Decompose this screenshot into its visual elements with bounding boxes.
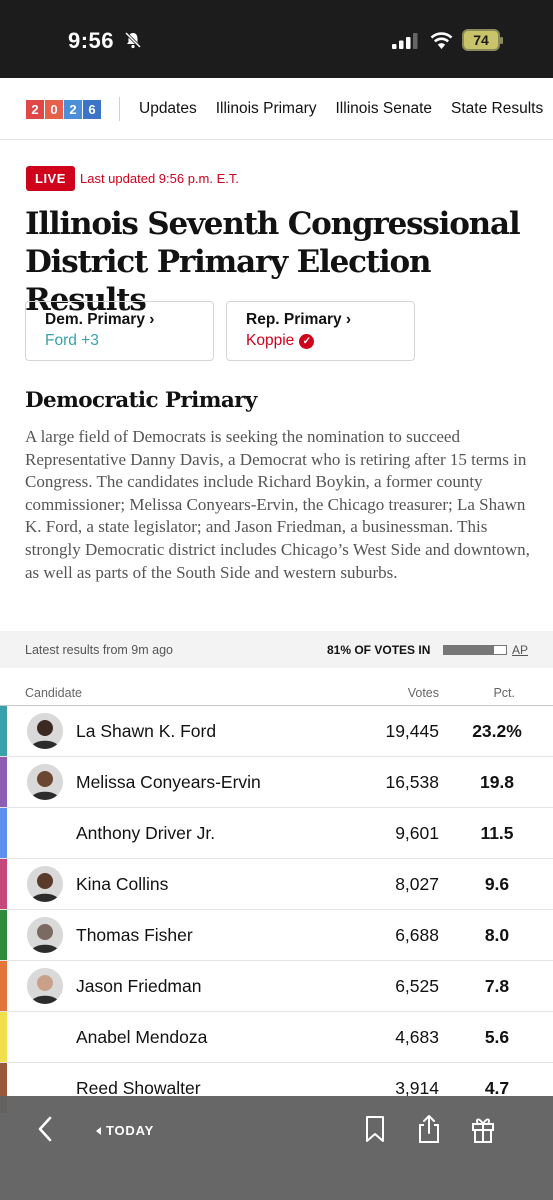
logo-digit: 0 (45, 100, 63, 119)
bottom-toolbar: TODAY (0, 1096, 553, 1200)
candidate-pct: 7.8 (484, 976, 510, 996)
bell-muted-icon (124, 31, 142, 49)
winner-check-icon: ✓ (299, 333, 315, 349)
dem-primary-title: Dem. Primary › (45, 311, 155, 328)
candidate-votes: 9,601 (395, 823, 439, 843)
table-row: Kina Collins 8,027 9.6 (0, 859, 553, 910)
candidate-pct: 11.5 (480, 823, 514, 843)
last-updated: Last updated 9:56 p.m. E.T. (80, 171, 239, 186)
signal-icon (392, 33, 418, 49)
table-row: Thomas Fisher 6,688 8.0 (0, 910, 553, 961)
rep-primary-title: Rep. Primary › (246, 311, 352, 328)
candidate-name: Jason Friedman (76, 976, 202, 996)
candidate-pct: 4.7 (484, 1078, 510, 1098)
candidate-votes: 4,683 (395, 1027, 439, 1047)
nav-links: Updates Illinois Primary Illinois Senate… (139, 100, 543, 118)
candidate-name: Reed Showalter (76, 1078, 201, 1098)
candidate-pct: 5.6 (484, 1027, 510, 1047)
live-badge: LIVE (26, 166, 75, 191)
logo-digit: 2 (64, 100, 82, 119)
section-title: Democratic Primary (25, 388, 257, 413)
nav-link-updates[interactable]: Updates (139, 100, 197, 117)
candidate-pct: 19.8 (479, 772, 515, 792)
section-nav: 2 0 2 6 Updates Illinois Primary Illinoi… (0, 78, 553, 140)
reporting-bar-fill (444, 646, 495, 654)
election-2026-logo[interactable]: 2 0 2 6 (26, 100, 101, 119)
page-title: Illinois Seventh Congressional District … (25, 206, 521, 318)
left-triangle-icon (96, 1126, 101, 1135)
results-table: La Shawn K. Ford 19,445 23.2% Melissa Conye… (0, 706, 553, 1114)
table-row: Anabel Mendoza 4,683 5.6 (0, 1012, 553, 1063)
dem-primary-card[interactable]: Dem. Primary › Ford +3 (25, 301, 214, 361)
candidate-avatar (27, 968, 63, 1004)
candidate-color-stripe (0, 808, 7, 858)
candidate-color-stripe (0, 910, 7, 960)
candidate-name: Anabel Mendoza (76, 1027, 208, 1047)
nav-link-state-results[interactable]: State Results (451, 100, 544, 117)
gift-icon[interactable] (470, 1114, 496, 1144)
candidate-avatar (27, 764, 63, 800)
table-row: La Shawn K. Ford 19,445 23.2% (0, 706, 553, 757)
candidate-avatar (27, 866, 63, 902)
header-votes: Votes (407, 686, 439, 700)
nav-link-illinois-senate[interactable]: Illinois Senate (335, 100, 433, 117)
results-meta: Latest results from 9m ago 81% OF VOTES … (0, 631, 553, 668)
candidate-name: La Shawn K. Ford (76, 721, 217, 741)
table-row: Jason Friedman 6,525 7.8 (0, 961, 553, 1012)
logo-digit: 2 (26, 100, 44, 119)
rep-primary-winner: Koppie (246, 332, 295, 349)
bookmark-icon[interactable] (362, 1114, 388, 1144)
header-candidate: Candidate (25, 686, 82, 700)
candidate-name: Melissa Conyears-Ervin (76, 772, 261, 792)
candidate-avatar (27, 917, 63, 953)
wifi-icon (430, 32, 453, 49)
candidate-name: Thomas Fisher (76, 925, 193, 945)
dem-primary-status: Ford +3 (45, 332, 99, 349)
reporting-bar (443, 645, 507, 655)
rep-primary-status: Koppie ✓ (246, 332, 395, 350)
candidate-pct: 9.6 (484, 874, 510, 894)
status-time: 9:56 (68, 28, 115, 53)
candidate-color-stripe (0, 1012, 7, 1062)
candidate-color-stripe (0, 859, 7, 909)
latest-results: Latest results from 9m ago (25, 643, 173, 657)
table-header: Candidate Votes Pct. (0, 684, 553, 706)
candidate-votes: 6,688 (395, 925, 439, 945)
nav-link-illinois-primary[interactable]: Illinois Primary (215, 100, 317, 117)
candidate-pct: 23.2% (472, 721, 522, 741)
candidate-votes: 16,538 (385, 772, 439, 792)
candidate-color-stripe (0, 961, 7, 1011)
table-row: Melissa Conyears-Ervin 16,538 19.8 (0, 757, 553, 808)
nav-divider (119, 97, 120, 121)
logo-digit: 6 (83, 100, 101, 119)
candidate-name: Anthony Driver Jr. (76, 823, 216, 843)
today-button[interactable]: TODAY (96, 1123, 154, 1138)
candidate-name: Kina Collins (76, 874, 169, 894)
candidate-color-stripe (0, 1063, 7, 1113)
back-chevron-icon[interactable] (36, 1116, 54, 1142)
header-pct: Pct. (493, 686, 515, 700)
ap-source-link[interactable]: AP (512, 643, 529, 657)
candidate-avatar (27, 713, 63, 749)
candidate-votes: 6,525 (395, 976, 439, 996)
candidate-votes: 19,445 (385, 721, 439, 741)
candidate-color-stripe (0, 706, 7, 756)
candidate-color-stripe (0, 757, 7, 807)
table-row: Anthony Driver Jr. 9,601 11.5 (0, 808, 553, 859)
status-bar: 9:56 74 (0, 0, 553, 78)
votes-reporting: 81% OF VOTES IN (327, 643, 431, 657)
rep-primary-card[interactable]: Rep. Primary › Koppie ✓ (226, 301, 415, 361)
candidate-votes: 8,027 (395, 874, 439, 894)
race-description: A large field of Democrats is seeking th… (25, 427, 530, 582)
today-label: TODAY (106, 1123, 155, 1138)
battery-icon: 74 (462, 29, 503, 51)
share-icon[interactable] (416, 1114, 442, 1144)
candidate-pct: 8.0 (484, 925, 510, 945)
candidate-votes: 3,914 (395, 1078, 439, 1098)
